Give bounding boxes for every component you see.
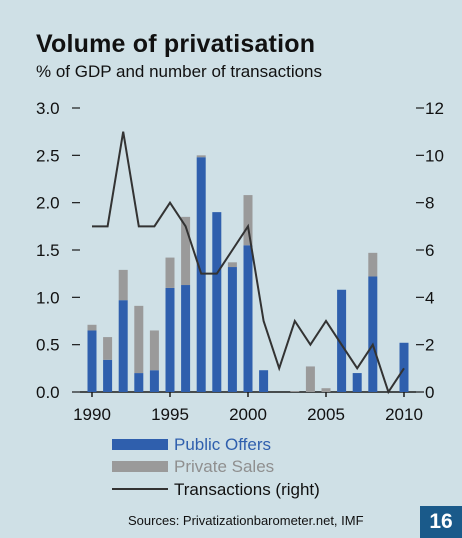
y-right-tick-label: 6 xyxy=(425,241,434,260)
chart-subtitle: % of GDP and number of transactions xyxy=(36,62,323,81)
y-left-tick-label: 0.0 xyxy=(36,383,60,402)
sources-note: Sources: Privatizationbarometer.net, IMF xyxy=(128,513,364,528)
x-tick-label: 2010 xyxy=(385,405,423,424)
y-right-tick-label: 0 xyxy=(425,383,434,402)
bar-private-sales xyxy=(227,262,237,268)
bar-private-sales xyxy=(305,366,315,392)
bar-public-offers xyxy=(337,289,347,392)
y-right-tick-label: 10 xyxy=(425,146,444,165)
y-left-tick-label: 0.5 xyxy=(36,336,60,355)
chart-ticks: 0.0 0.5 1.0 1.5 2.0 2.5 3.0 0 2 4 6 8 10 12 1990 1995 20… xyxy=(36,99,444,424)
x-tick-label: 1990 xyxy=(73,405,111,424)
y-right-tick-label: 2 xyxy=(425,336,434,355)
bar-public-offers xyxy=(368,276,378,392)
chart-title: Volume of privatisation xyxy=(36,30,316,58)
bar-public-offers xyxy=(181,285,191,392)
line-transactions xyxy=(92,131,405,395)
y-right-tick-label: 12 xyxy=(425,99,444,118)
y-right-tick-label: 4 xyxy=(425,288,434,307)
y-right-tick-label: 8 xyxy=(425,194,434,213)
bar-public-offers xyxy=(259,370,269,392)
x-tick-label: 2000 xyxy=(229,405,267,424)
bar-public-offers xyxy=(149,370,159,392)
bar-private-sales xyxy=(87,324,97,331)
bar-public-offers xyxy=(87,330,97,392)
x-tick-label: 1995 xyxy=(151,405,189,424)
bar-public-offers xyxy=(243,245,253,392)
bar-private-sales xyxy=(181,216,191,286)
bar-public-offers xyxy=(118,300,128,392)
bar-public-offers xyxy=(352,373,362,392)
bar-public-offers xyxy=(212,212,222,392)
bar-private-sales xyxy=(103,337,113,360)
y-left-tick-label: 1.0 xyxy=(36,288,60,307)
bar-private-sales xyxy=(165,257,175,288)
chart-legend: Public Offers Private Sales Transactions (… xyxy=(112,435,320,499)
y-left-tick-label: 2.5 xyxy=(36,146,60,165)
y-left-tick-label: 3.0 xyxy=(36,99,60,118)
bar-public-offers xyxy=(399,342,409,392)
bar-private-sales xyxy=(243,195,253,246)
bar-private-sales xyxy=(134,305,144,374)
bar-private-sales xyxy=(118,269,128,301)
legend-swatch-private-sales xyxy=(112,461,168,472)
bar-private-sales xyxy=(149,330,159,371)
chart-line xyxy=(92,131,405,395)
bar-private-sales xyxy=(290,391,300,392)
x-tick-label: 2005 xyxy=(307,405,345,424)
legend-label-private-sales: Private Sales xyxy=(174,457,274,476)
privatisation-chart: 0.0 0.5 1.0 1.5 2.0 2.5 3.0 0 2 4 6 8 10 12 1990 1995 20… xyxy=(36,99,444,499)
legend-swatch-public-offers xyxy=(112,439,168,450)
bar-public-offers xyxy=(165,287,175,392)
bar-public-offers xyxy=(103,359,113,392)
legend-label-public-offers: Public Offers xyxy=(174,435,271,454)
legend-label-transactions: Transactions (right) xyxy=(174,480,320,499)
bar-public-offers xyxy=(227,267,237,392)
bar-private-sales xyxy=(196,155,206,158)
y-left-tick-label: 2.0 xyxy=(36,194,60,213)
chart-bars xyxy=(87,155,409,392)
bar-public-offers xyxy=(134,373,144,392)
bar-private-sales xyxy=(368,252,378,277)
y-left-tick-label: 1.5 xyxy=(36,241,60,260)
page-number-badge: 16 xyxy=(420,506,462,538)
bar-private-sales xyxy=(321,388,331,392)
